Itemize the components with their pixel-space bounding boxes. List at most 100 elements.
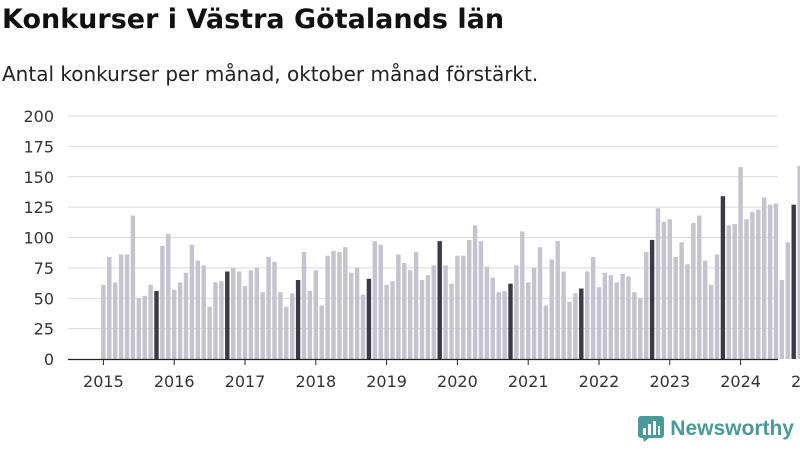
- bar-october: [508, 283, 513, 359]
- bar: [685, 264, 690, 359]
- bar: [431, 265, 436, 359]
- bar: [738, 167, 743, 359]
- bar: [590, 256, 596, 359]
- bar: [644, 252, 649, 359]
- y-tick-label: 25: [34, 320, 54, 339]
- bar: [708, 284, 714, 359]
- bar: [561, 271, 566, 359]
- bar: [236, 271, 242, 359]
- bar: [779, 280, 785, 359]
- bar: [797, 165, 800, 359]
- bar: [537, 247, 543, 359]
- bar: [549, 259, 554, 359]
- bar: [425, 275, 431, 359]
- bar: [655, 208, 661, 359]
- bar: [248, 270, 254, 359]
- y-tick-label: 100: [23, 229, 54, 248]
- bar: [567, 301, 572, 359]
- bar-october: [295, 280, 301, 359]
- y-tick-label: 75: [34, 259, 54, 278]
- bar: [390, 281, 395, 359]
- x-tick-label: 2021: [508, 372, 549, 391]
- bar: [449, 283, 454, 359]
- bar: [378, 244, 383, 359]
- bar: [349, 272, 354, 359]
- bar: [756, 209, 761, 359]
- bar: [767, 204, 773, 359]
- y-tick-label: 0: [44, 350, 54, 369]
- bar: [166, 233, 171, 359]
- bar: [284, 306, 289, 359]
- bar: [207, 306, 212, 359]
- bar-october: [649, 239, 655, 359]
- bar: [526, 282, 531, 359]
- bar-october: [154, 290, 159, 359]
- bar: [101, 284, 106, 359]
- bar: [673, 256, 678, 359]
- brand-logo: Newsworthy: [638, 416, 794, 442]
- bar: [266, 256, 271, 359]
- bar: [614, 282, 619, 359]
- bar-october: [579, 288, 584, 359]
- bar: [201, 265, 206, 359]
- bar: [632, 292, 637, 359]
- bar: [113, 282, 118, 359]
- bar: [620, 273, 625, 359]
- bar: [360, 294, 366, 359]
- bar: [502, 290, 507, 359]
- chart-title: Konkurser i Västra Götalands län: [2, 4, 505, 35]
- bar: [732, 224, 737, 359]
- bar: [478, 241, 484, 359]
- bar: [555, 241, 560, 359]
- bar: [172, 289, 177, 359]
- bar: [142, 295, 147, 359]
- y-tick-label: 175: [23, 137, 54, 156]
- bar: [148, 284, 153, 359]
- x-tick-label: 2018: [295, 372, 336, 391]
- y-tick-label: 50: [34, 289, 54, 308]
- bar: [118, 254, 124, 359]
- newsworthy-logo-icon: [638, 416, 665, 442]
- bar: [573, 293, 578, 359]
- bar: [124, 254, 130, 359]
- bar: [413, 252, 419, 359]
- bar: [331, 250, 336, 359]
- y-tick-label: 150: [23, 168, 54, 187]
- bar: [484, 266, 490, 359]
- bar: [307, 290, 313, 359]
- bar: [254, 267, 259, 360]
- bar: [301, 252, 307, 359]
- bar: [490, 277, 495, 359]
- x-tick-label: 2025: [791, 372, 800, 391]
- bar: [714, 254, 720, 359]
- bar: [726, 225, 731, 359]
- bar: [219, 281, 224, 359]
- bar: [608, 275, 613, 359]
- bar: [419, 280, 425, 359]
- bar-october: [437, 241, 442, 359]
- chart-subtitle: Antal konkurser per månad, oktober månad…: [2, 62, 539, 86]
- bar: [183, 272, 189, 359]
- bar: [290, 293, 295, 359]
- bar: [189, 244, 195, 359]
- bar: [585, 271, 590, 359]
- bar: [543, 305, 549, 359]
- bar: [443, 265, 448, 359]
- bar: [372, 241, 377, 359]
- bar-october: [366, 278, 372, 359]
- bar: [667, 219, 672, 359]
- bar: [691, 222, 696, 359]
- bar: [520, 231, 525, 359]
- bar: [638, 298, 643, 359]
- bar: [136, 298, 141, 359]
- bar: [762, 197, 767, 359]
- bar: [496, 292, 501, 359]
- bar: [242, 286, 248, 359]
- y-tick-label: 125: [23, 198, 54, 217]
- bar: [130, 215, 136, 359]
- bar: [461, 255, 466, 359]
- bar: [313, 270, 318, 359]
- bar: [596, 287, 602, 359]
- bar: [661, 221, 667, 359]
